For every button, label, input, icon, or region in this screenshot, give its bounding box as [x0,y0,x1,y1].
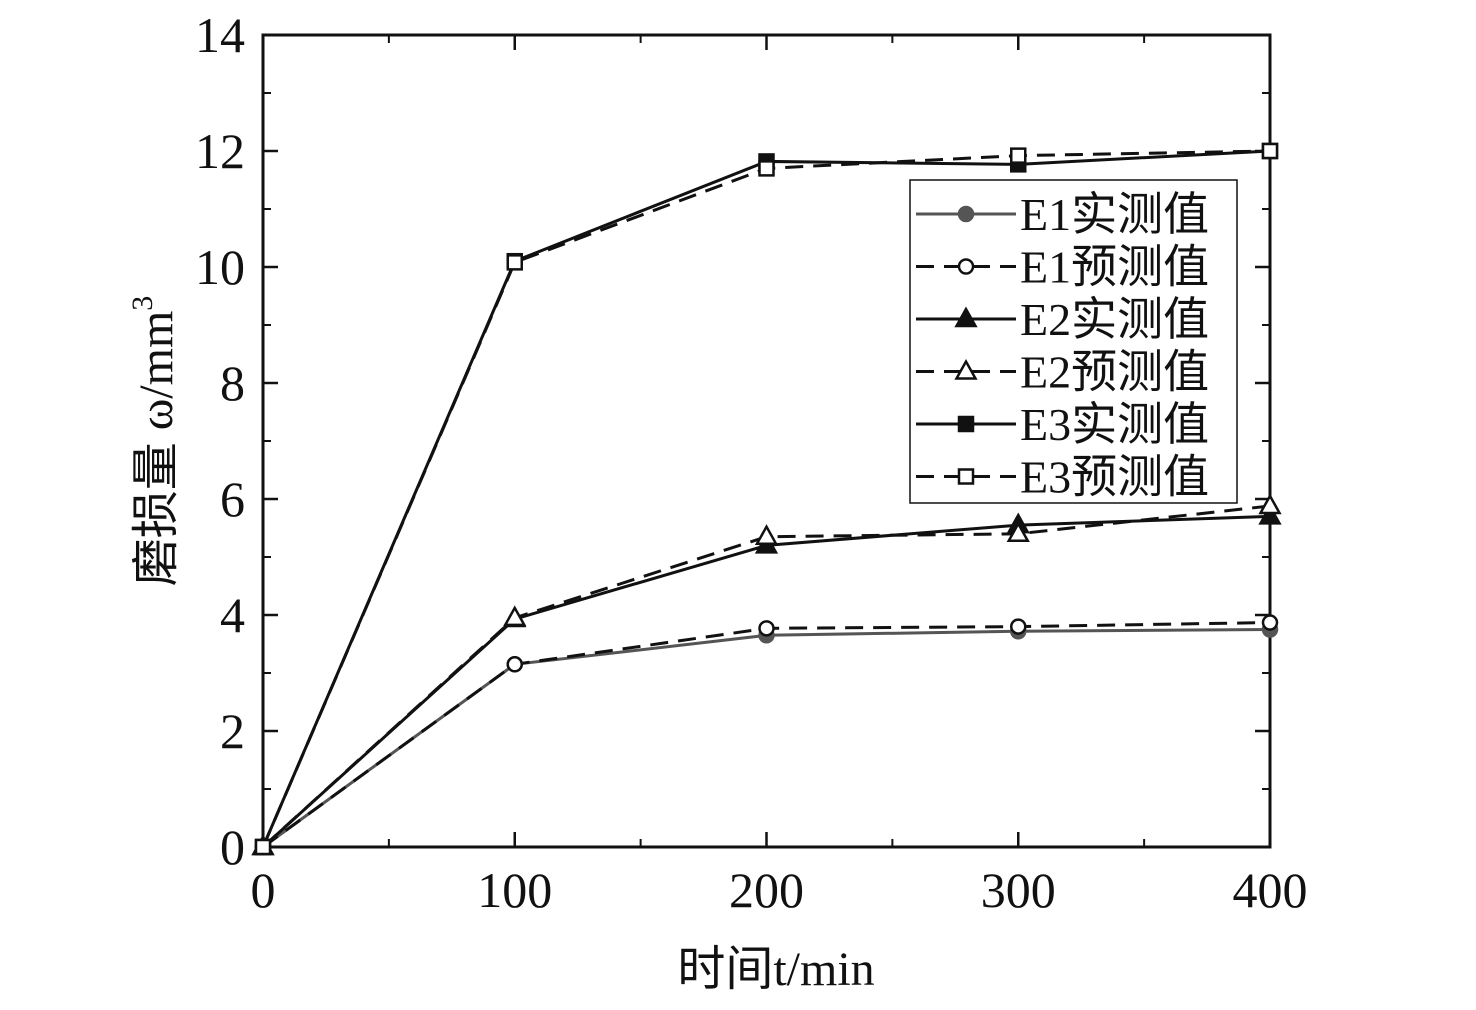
legend-marker-6 [957,468,975,485]
legend-label-5: E3实测值 [1020,399,1209,450]
legend-label-6: E3预测值 [1020,452,1209,503]
axis-ticks [261,33,1272,849]
data-point-series-2 [506,656,523,673]
data-point-series-6 [758,160,775,177]
y-tick-label: 0 [220,819,245,875]
x-tick-label: 100 [477,862,552,918]
y-tick-label: 12 [195,123,245,179]
data-point-series-6 [506,254,523,271]
legend-label-3: E2实测值 [1020,294,1209,345]
data-point-series-4 [1006,521,1030,543]
tick-labels: 0 2 4 6 8 10 12 14 0 100 200 300 400 [195,7,1308,918]
legend-marker-1 [957,205,975,223]
data-point-series-6 [254,838,272,856]
series-line-3 [261,514,1271,849]
x-axis-title: 时间t/min [677,943,874,996]
y-tick-label: 2 [220,703,245,759]
y-axis-title: 磨损量 ω/mm3 [126,296,183,587]
legend-label-2: E1预测值 [1020,242,1209,293]
y-axis-title-main: 磨损量 ω/mm [130,311,183,587]
y-tick-label: 10 [195,239,245,295]
legend-marker-3 [954,306,978,328]
x-tick-label: 0 [251,862,276,918]
y-tick-label: 6 [220,471,245,527]
y-axis-title-superscript: 3 [126,296,159,311]
y-tick-label: 14 [195,7,245,63]
data-point-series-4 [503,605,527,627]
data-point-series-4 [1258,493,1282,515]
series-line-4 [261,504,1271,849]
y-tick-label: 4 [220,587,245,643]
x-tick-label: 200 [729,862,804,918]
legend-marker-4 [954,358,978,380]
series-line-2 [262,621,1271,849]
legend-box [909,179,1238,504]
series-line-1 [262,628,1271,849]
data-point-series-2 [1261,614,1279,631]
data-point-series-6 [1010,147,1027,164]
series-markers [251,142,1282,856]
legend-marker-2 [957,258,975,275]
data-point-series-4 [754,524,779,545]
y-tick-label: 8 [220,355,245,411]
plot-area [251,33,1282,856]
x-tick-label: 400 [1233,862,1308,918]
data-point-series-6 [1261,142,1279,160]
data-point-series-3 [1258,503,1282,525]
legend-label-1: E1实测值 [1020,189,1209,240]
data-point-series-2 [1010,618,1027,635]
legend-label-4: E2预测值 [1020,347,1209,398]
data-point-series-2 [758,620,775,637]
legend-marker-5 [957,415,975,433]
x-tick-label: 300 [981,862,1056,918]
